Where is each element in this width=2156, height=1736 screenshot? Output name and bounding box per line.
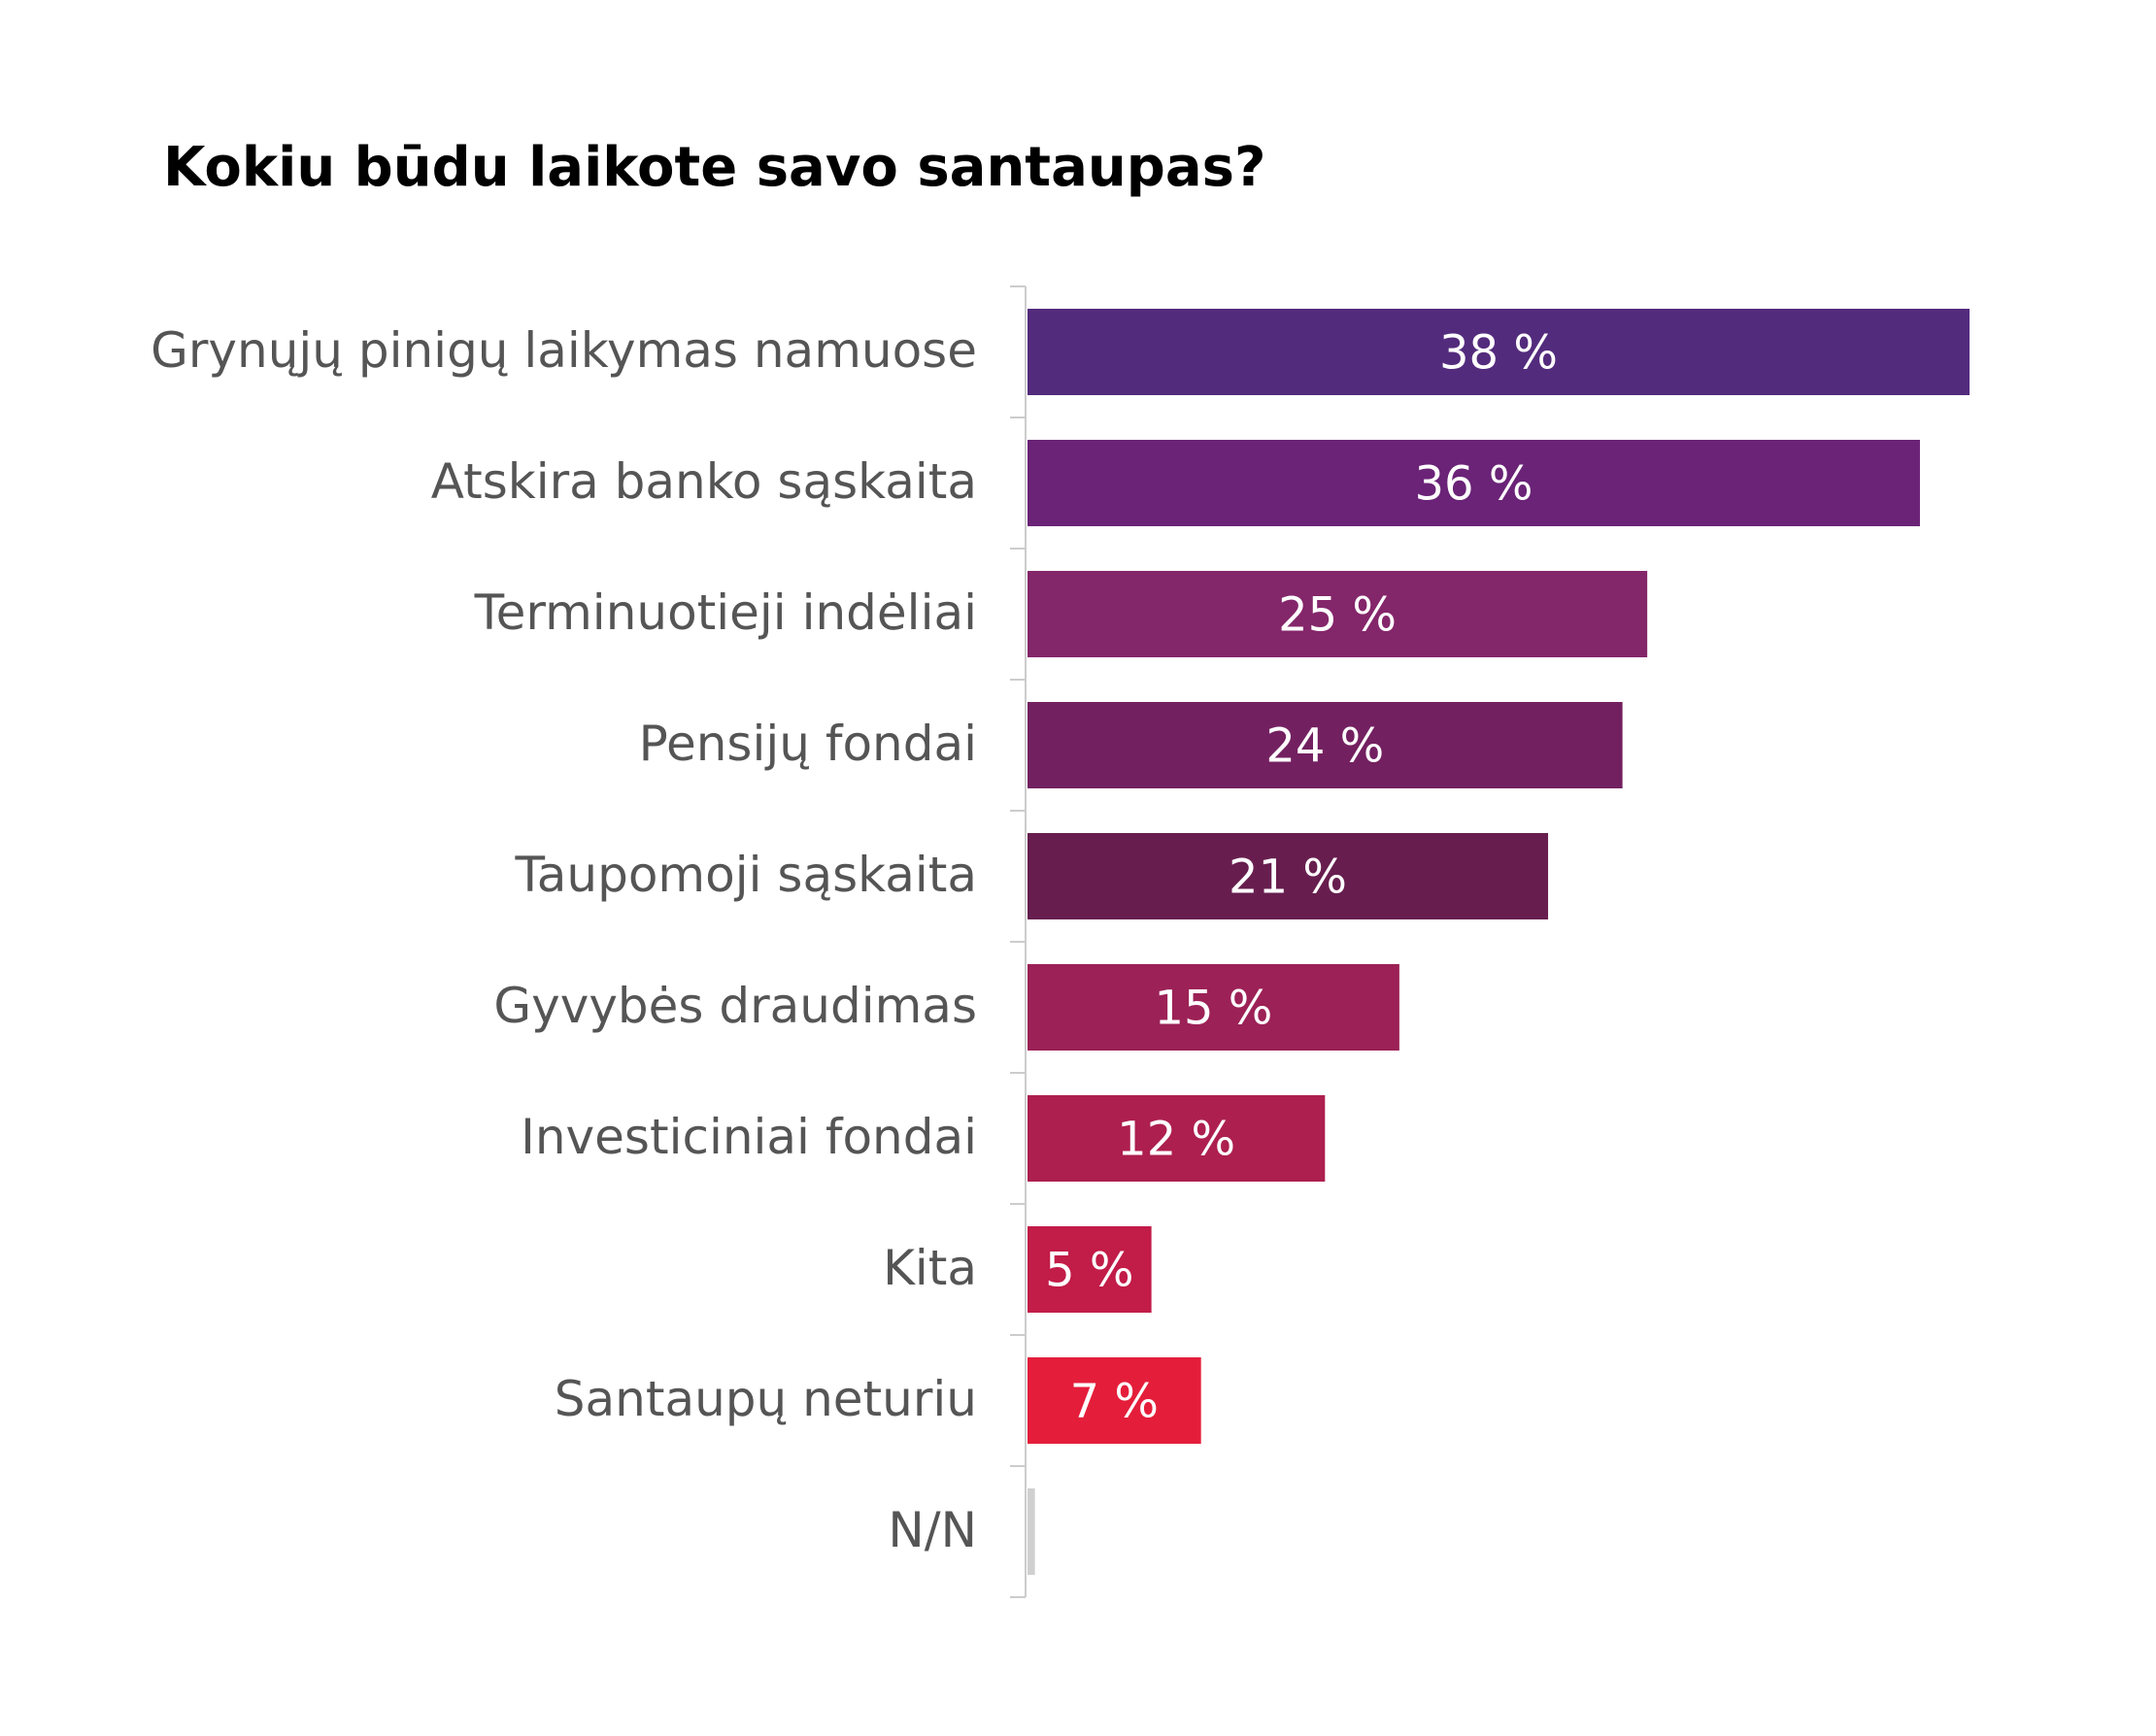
bar [1027,702,1623,788]
category-label: Grynųjų pinigų laikymas namuose [151,322,977,379]
bar [1027,309,1970,395]
category-label: Pensijų fondai [639,716,977,772]
category-label: Terminuotieji indėliai [474,584,977,641]
category-label: Investiciniai fondai [521,1109,977,1165]
data-label: 7 % [1070,1375,1159,1429]
data-label: 25 % [1278,588,1397,643]
data-label: 38 % [1439,326,1558,381]
bar [1027,833,1549,919]
data-label: 24 % [1265,719,1384,774]
bar [1027,1488,1035,1575]
category-label: Santaupų neturiu [555,1371,977,1427]
data-label: 15 % [1154,982,1272,1036]
category-label: N/N [888,1502,977,1558]
bar [1027,1226,1152,1313]
data-label: 12 % [1117,1113,1235,1167]
bar [1027,440,1920,526]
bar [1027,1095,1326,1182]
data-label: 21 % [1229,851,1347,905]
chart-title: Kokiu būdu laikote savo santaupas? [163,136,1266,199]
category-label: Taupomoji sąskaita [515,847,978,903]
bar [1027,964,1399,1051]
bar [1027,1357,1201,1444]
data-label: 5 % [1045,1244,1133,1298]
category-label: Atskira banko sąskaita [431,453,977,510]
category-label: Kita [883,1240,977,1296]
bar [1027,571,1648,657]
category-label: Gyvybės draudimas [493,978,977,1034]
data-label: 36 % [1414,457,1533,512]
